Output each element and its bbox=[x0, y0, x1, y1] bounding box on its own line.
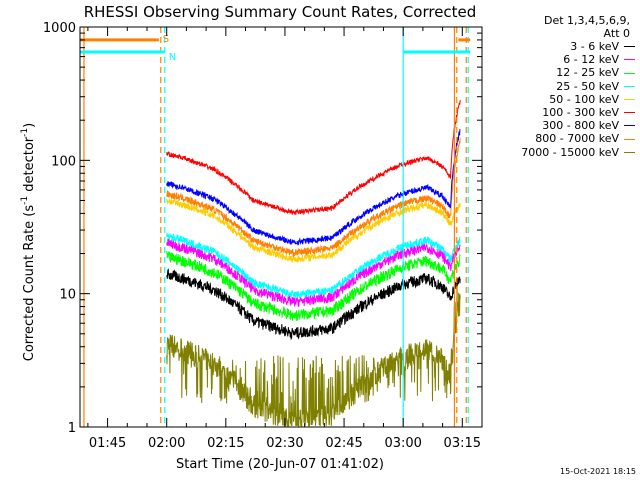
legend-label: 6 - 12 keV bbox=[563, 53, 619, 67]
legend-swatch bbox=[624, 46, 635, 48]
series-line-0 bbox=[166, 268, 461, 341]
legend-swatch bbox=[624, 59, 635, 61]
series-line-1 bbox=[166, 238, 461, 307]
y-axis: 1 10 100 1000 bbox=[43, 21, 482, 436]
series-layer bbox=[166, 100, 461, 428]
marker-layer: SN bbox=[80, 27, 471, 427]
legend-label: 300 - 800 keV bbox=[542, 119, 619, 133]
y-tick-label-2: 100 bbox=[51, 154, 76, 169]
y-tick-label-3: 1000 bbox=[43, 21, 76, 36]
legend-label: 100 - 300 keV bbox=[542, 106, 619, 120]
legend-label: 800 - 7000 keV bbox=[535, 132, 619, 146]
legend-label: 25 - 50 keV bbox=[556, 79, 619, 93]
y-tick-label-1: 10 bbox=[59, 288, 76, 303]
x-tick-label-3: 02:30 bbox=[266, 436, 303, 451]
x-tick-label-2: 02:15 bbox=[207, 436, 244, 451]
series-line-3 bbox=[166, 232, 461, 299]
x-axis: 01:45 02:00 02:15 02:30 02:45 03:00 03:15 bbox=[87, 27, 483, 451]
legend-swatch bbox=[624, 125, 635, 127]
y-axis-label-mid: detector bbox=[22, 136, 37, 196]
night-flag-label: N bbox=[169, 52, 176, 63]
x-tick-label-4: 02:45 bbox=[325, 436, 362, 451]
x-tick-label-1: 02:00 bbox=[148, 436, 185, 451]
legend-label: 12 - 25 keV bbox=[556, 66, 619, 80]
legend-item: 50 - 100 keV bbox=[482, 93, 638, 106]
x-axis-label: Start Time (20-Jun-07 01:41:02) bbox=[176, 457, 384, 472]
chart-title: RHESSI Observing Summary Count Rates, Co… bbox=[84, 3, 477, 21]
y-tick-label-0: 1 bbox=[68, 421, 76, 436]
series-line-4 bbox=[166, 198, 461, 263]
legend-item: 300 - 800 keV bbox=[482, 119, 638, 132]
legend-rows: 3 - 6 keV 6 - 12 keV 12 - 25 keV 25 - 50 ke… bbox=[482, 40, 638, 159]
series-line-2 bbox=[166, 250, 461, 321]
series-line-7 bbox=[166, 137, 461, 258]
legend-item: 25 - 50 keV bbox=[482, 80, 638, 93]
x-tick-label-5: 03:00 bbox=[384, 436, 421, 451]
x-tick-label-0: 01:45 bbox=[89, 436, 126, 451]
legend-header-2: Att 0 bbox=[603, 27, 630, 40]
legend-swatch bbox=[624, 138, 635, 140]
saa-flag-label: S bbox=[163, 34, 169, 45]
legend-item: 3 - 6 keV bbox=[482, 40, 638, 53]
legend-header-1: Det 1,3,4,5,6,9, bbox=[543, 14, 630, 27]
legend-item: 100 - 300 keV bbox=[482, 106, 638, 119]
y-axis-label-end: ) bbox=[22, 123, 37, 128]
legend-label: 3 - 6 keV bbox=[570, 40, 619, 53]
legend: Det 1,3,4,5,6,9, Att 0 3 - 6 keV 6 - 12 k… bbox=[482, 14, 638, 159]
legend-swatch bbox=[624, 151, 635, 153]
legend-item: 800 - 7000 keV bbox=[482, 132, 638, 145]
legend-swatch bbox=[624, 98, 635, 100]
y-axis-label-sup2: -1 bbox=[20, 128, 30, 137]
legend-swatch bbox=[624, 112, 635, 114]
series-line-8 bbox=[166, 285, 461, 428]
legend-item: 12 - 25 keV bbox=[482, 66, 638, 79]
footer-timestamp: 15-Oct-2021 18:15 bbox=[560, 467, 636, 476]
y-axis-label-sup1: -1 bbox=[20, 196, 30, 205]
y-axis-label: Corrected Count Rate (s-1 detector-1) bbox=[20, 123, 37, 361]
series-line-5 bbox=[166, 100, 461, 216]
legend-item: 6 - 12 keV bbox=[482, 53, 638, 66]
series-line-6 bbox=[166, 128, 461, 246]
y-axis-label-main: Corrected Count Rate (s bbox=[22, 205, 37, 362]
plot-frame bbox=[79, 26, 483, 428]
x-tick-label-6: 03:15 bbox=[444, 436, 481, 451]
legend-label: 7000 - 15000 keV bbox=[521, 145, 619, 159]
legend-swatch bbox=[624, 85, 635, 87]
legend-label: 50 - 100 keV bbox=[549, 92, 619, 106]
legend-swatch bbox=[624, 72, 635, 74]
legend-item: 7000 - 15000 keV bbox=[482, 146, 638, 159]
